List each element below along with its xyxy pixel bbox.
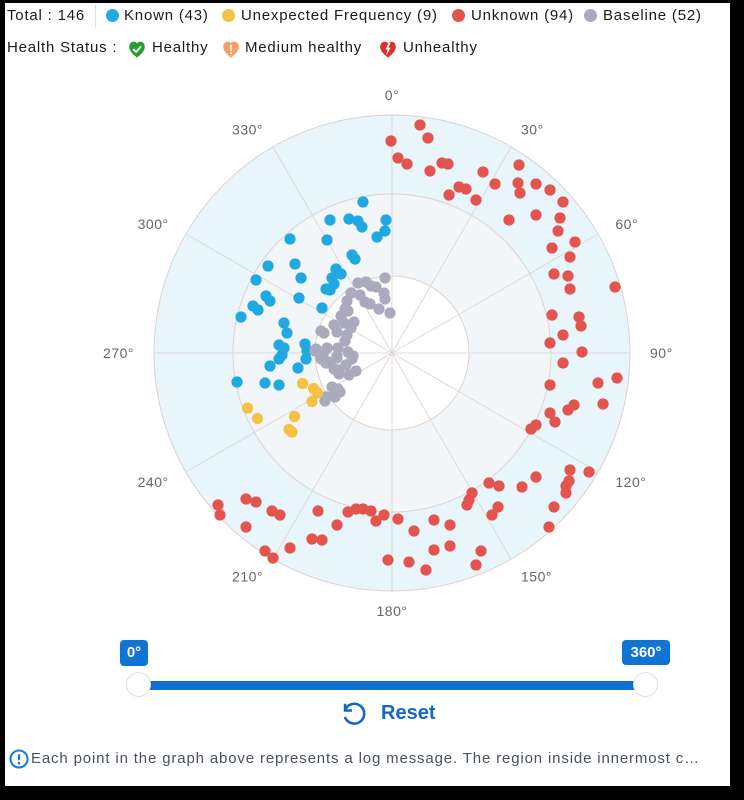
- svg-text:270°: 270°: [103, 345, 134, 361]
- svg-text:330°: 330°: [232, 122, 263, 138]
- svg-text:30°: 30°: [521, 122, 544, 138]
- svg-text:240°: 240°: [138, 474, 169, 490]
- svg-text:150°: 150°: [521, 568, 552, 584]
- svg-text:90°: 90°: [650, 345, 673, 361]
- svg-text:120°: 120°: [615, 474, 646, 490]
- svg-text:210°: 210°: [232, 568, 263, 584]
- svg-text:60°: 60°: [615, 216, 638, 232]
- svg-text:0°: 0°: [385, 87, 399, 103]
- svg-text:180°: 180°: [377, 603, 408, 619]
- svg-text:300°: 300°: [138, 216, 169, 232]
